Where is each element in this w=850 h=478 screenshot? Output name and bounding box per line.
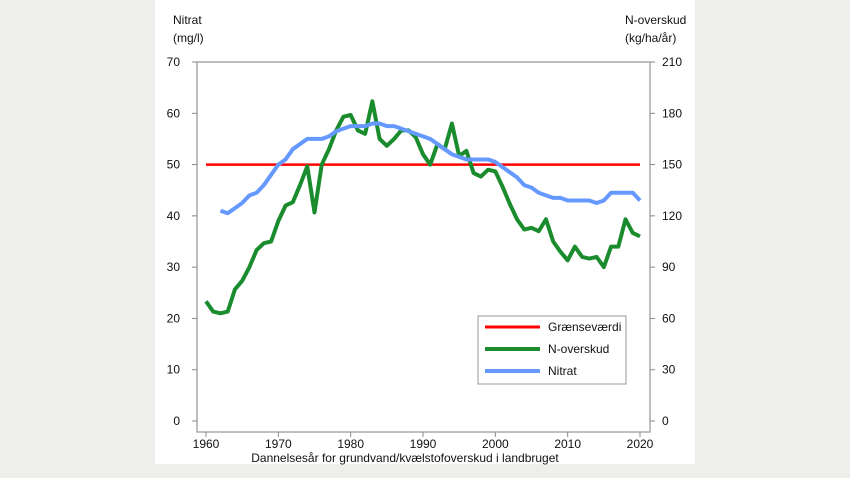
y-right-tick-label: 90 — [662, 260, 676, 274]
y-left-tick-label: 30 — [167, 260, 181, 274]
series-line-noverskud — [204, 99, 641, 316]
legend-label-nitrat: Nitrat — [548, 364, 577, 378]
y-right-tick-label: 120 — [662, 209, 682, 223]
y-right-tick-label: 60 — [662, 311, 676, 325]
y-right-tick-label: 150 — [662, 158, 682, 172]
y-right-tick-label: 0 — [662, 414, 669, 428]
x-axis-label: Dannelsesår for grundvand/kvælstofoversk… — [251, 451, 559, 465]
y-left-tick-label: 20 — [167, 311, 181, 325]
x-tick-label: 2020 — [627, 437, 654, 451]
x-tick-label: 1970 — [265, 437, 292, 451]
y-left-tick-label: 10 — [167, 363, 181, 377]
left-axis-label-2: (mg/l) — [173, 31, 204, 45]
y-left-tick-label: 50 — [167, 158, 181, 172]
x-tick-label: 1980 — [337, 437, 364, 451]
left-axis-label-1: Nitrat — [173, 13, 202, 27]
right-axis-label-2: (kg/ha/år) — [625, 31, 676, 45]
y-left-tick-label: 0 — [173, 414, 180, 428]
x-tick-label: 1960 — [193, 437, 220, 451]
legend-label-graensevaerdi: Grænseværdi — [548, 320, 621, 334]
x-tick-label: 1990 — [410, 437, 437, 451]
y-left-tick-label: 60 — [167, 106, 181, 120]
series-line-nitrat — [219, 121, 642, 216]
legend: Grænseværdi N-overskud Nitrat — [477, 315, 627, 385]
y-left-tick-label: 40 — [167, 209, 181, 223]
chart-panel — [155, 0, 695, 464]
right-axis-label-1: N-overskud — [625, 13, 686, 27]
legend-label-n-overskud: N-overskud — [548, 342, 609, 356]
y-right-tick-label: 180 — [662, 106, 682, 120]
y-left-tick-label: 70 — [167, 55, 181, 69]
x-tick-label: 2000 — [482, 437, 509, 451]
x-tick-label: 2010 — [554, 437, 581, 451]
y-right-tick-label: 210 — [662, 55, 682, 69]
y-right-tick-label: 30 — [662, 363, 676, 377]
